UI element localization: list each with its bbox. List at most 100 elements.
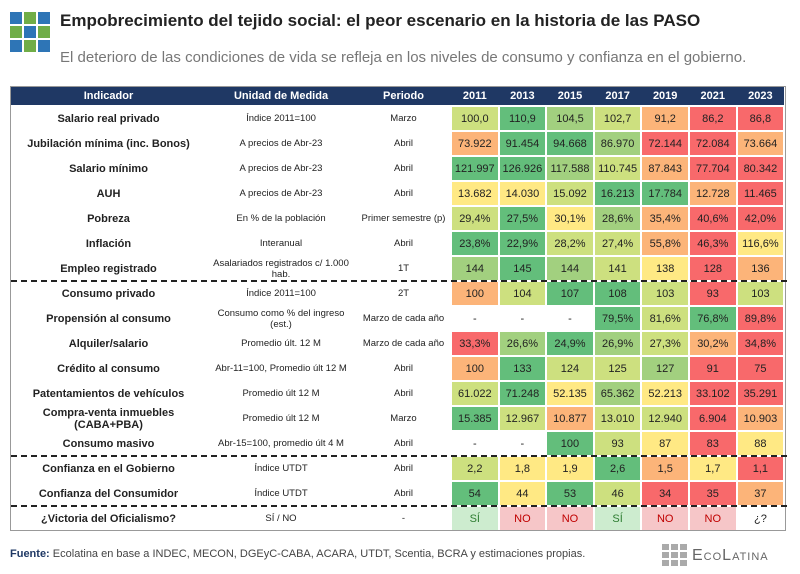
value-cell: 52.135 <box>547 382 593 405</box>
unit: SÍ / NO <box>265 513 297 524</box>
value-cell: 72.144 <box>642 132 688 155</box>
value-cell: 94.668 <box>547 132 593 155</box>
period: Abril <box>393 238 413 249</box>
period: Abril <box>393 388 413 399</box>
value-cell: 2,2 <box>452 457 498 480</box>
value-cell: 136 <box>737 257 784 280</box>
value-cell: 121.997 <box>452 157 498 180</box>
indicator: Confianza del Consumidor <box>38 487 179 500</box>
indicator: Consumo masivo <box>62 437 155 450</box>
value-cell: 83 <box>690 432 736 455</box>
column-header: 2013 <box>498 87 547 105</box>
value-cell: 16.213 <box>594 182 641 205</box>
value-cell: 133 <box>499 357 546 380</box>
value-cell: 145 <box>499 257 546 280</box>
column-header: Unidad de Medida <box>206 87 356 105</box>
value-cell: 27,4% <box>594 232 641 255</box>
separator <box>11 280 787 282</box>
value-cell: 80.342 <box>737 157 784 180</box>
value-cell: 12.967 <box>499 407 546 430</box>
value-cell: 27,5% <box>499 207 546 230</box>
indicator: ¿Victoria del Oficialismo? <box>41 512 176 525</box>
column-header: 2021 <box>689 87 737 105</box>
unit: En % de la población <box>236 213 326 224</box>
value-cell: 26,6% <box>499 332 546 355</box>
value-cell: 28,6% <box>594 207 641 230</box>
value-cell: 12.728 <box>690 182 736 205</box>
value-cell: 24,9% <box>547 332 593 355</box>
value-cell: ¿? <box>737 507 784 530</box>
value-cell: 100 <box>452 357 498 380</box>
value-cell: 77.704 <box>690 157 736 180</box>
value-cell: 100,0 <box>452 107 498 130</box>
value-cell: 116,6% <box>737 232 784 255</box>
value-cell: 46 <box>594 482 641 505</box>
period: Abril <box>393 363 413 374</box>
value-cell: 103 <box>737 282 784 305</box>
value-cell: 73.922 <box>452 132 498 155</box>
indicator: Jubilación mínima (inc. Bonos) <box>27 137 190 150</box>
value-cell: 125 <box>594 357 641 380</box>
unit: Abr-11=100, Promedio últ 12 M <box>215 363 347 374</box>
value-cell: 27,3% <box>642 332 688 355</box>
value-cell: 100 <box>452 282 498 305</box>
unit: Interanual <box>259 238 303 249</box>
period: Abril <box>393 163 413 174</box>
value-cell: 88 <box>737 432 784 455</box>
value-cell: 53 <box>547 482 593 505</box>
value-cell: 104,5 <box>547 107 593 130</box>
value-cell: 89,8% <box>737 307 784 330</box>
value-cell: 30,1% <box>547 207 593 230</box>
value-cell: 91,2 <box>642 107 688 130</box>
value-cell: - <box>452 307 498 330</box>
period: Abril <box>393 438 413 449</box>
value-cell: 71.248 <box>499 382 546 405</box>
value-cell: 127 <box>642 357 688 380</box>
value-cell: 1,8 <box>499 457 546 480</box>
indicator: Alquiler/salario <box>68 337 149 350</box>
value-cell: 35.291 <box>737 382 784 405</box>
period: Abril <box>393 463 413 474</box>
value-cell: SÍ <box>594 507 641 530</box>
value-cell: 91.454 <box>499 132 546 155</box>
separator <box>11 505 787 507</box>
value-cell: 10.877 <box>547 407 593 430</box>
value-cell: 104 <box>499 282 546 305</box>
value-cell: 141 <box>594 257 641 280</box>
unit: Promedio últ 12 M <box>242 388 320 399</box>
value-cell: 108 <box>594 282 641 305</box>
value-cell: 35 <box>690 482 736 505</box>
unit: Promedio últ 12 M <box>242 413 320 424</box>
value-cell: 42,0% <box>737 207 784 230</box>
value-cell: 22,9% <box>499 232 546 255</box>
indicator: Confianza en el Gobierno <box>42 462 175 475</box>
value-cell: 93 <box>594 432 641 455</box>
indicator: Inflación <box>85 237 132 250</box>
value-cell: 52.213 <box>642 382 688 405</box>
logo-icon <box>10 12 50 52</box>
period: - <box>401 513 406 524</box>
indicator: Propensión al consumo <box>46 312 171 325</box>
period: Marzo <box>390 413 417 424</box>
source: Ecolatina en base a INDEC, MECON, DGEyC-… <box>52 548 586 560</box>
value-cell: 79,5% <box>594 307 641 330</box>
value-cell: 1,5 <box>642 457 688 480</box>
value-cell: 107 <box>547 282 593 305</box>
value-cell: NO <box>499 507 546 530</box>
value-cell: 13.682 <box>452 182 498 205</box>
unit: Abr-15=100, promedio últ 4 M <box>218 438 344 449</box>
indicator: Consumo privado <box>61 287 156 300</box>
value-cell: 91 <box>690 357 736 380</box>
value-cell: 28,2% <box>547 232 593 255</box>
value-cell: 6.904 <box>690 407 736 430</box>
indicator: AUH <box>96 187 121 200</box>
value-cell: 72.084 <box>690 132 736 155</box>
indicator: Compra-venta inmuebles (CABA+PBA) <box>42 406 175 431</box>
column-header: 2017 <box>593 87 642 105</box>
value-cell: 1,9 <box>547 457 593 480</box>
value-cell: 10.903 <box>737 407 784 430</box>
value-cell: 87.843 <box>642 157 688 180</box>
value-cell: 61.022 <box>452 382 498 405</box>
value-cell: - <box>499 307 546 330</box>
unit: Índice 2011=100 <box>246 113 316 124</box>
